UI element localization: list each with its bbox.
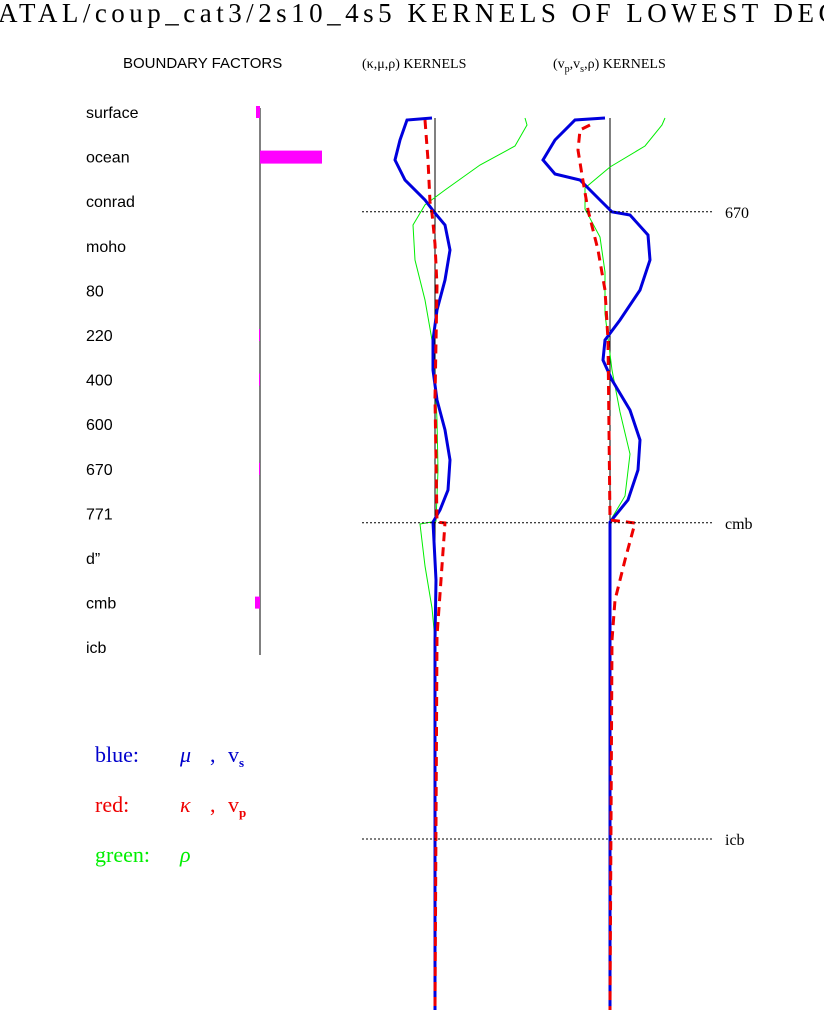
boundary-bar <box>259 329 260 341</box>
title-part: s <box>580 64 584 75</box>
title-part: ,v <box>570 57 581 72</box>
legend-label: blue: <box>95 742 139 767</box>
boundary-label: cmb <box>86 596 116 613</box>
boundary-title: BOUNDARY FACTORS <box>123 55 282 72</box>
legend-sub: s <box>239 755 244 770</box>
legend-entry: green: ρ <box>95 842 191 867</box>
boundary-label: 400 <box>86 373 113 390</box>
legend-sep: , <box>210 742 216 767</box>
legend-symbol: ρ <box>179 842 191 867</box>
boundary-label: 771 <box>86 506 113 523</box>
boundary-label: icb <box>86 640 107 657</box>
boundary-label: 80 <box>86 283 104 300</box>
kernel-curve <box>412 117 528 1010</box>
legend-var: v <box>228 742 239 767</box>
legend-sep: , <box>210 792 216 817</box>
kernel-curve <box>576 123 637 1011</box>
boundary-label: 220 <box>86 328 113 345</box>
depth-label: 670 <box>725 205 749 222</box>
legend-sub: p <box>239 805 246 820</box>
boundary-bar <box>259 462 260 475</box>
kernel-curve <box>541 116 652 1010</box>
boundary-label: ocean <box>86 150 130 167</box>
legend-entry: red: κ, vp <box>95 792 246 820</box>
panel-title: (vp,vs,ρ) KERNELS <box>553 57 666 75</box>
boundary-label: conrad <box>86 194 135 211</box>
boundary-label: surface <box>86 105 139 122</box>
boundary-label: moho <box>86 239 126 256</box>
legend-symbol: κ <box>180 792 191 817</box>
boundary-bar <box>255 596 260 609</box>
kernel-curve <box>423 119 447 1011</box>
boundary-label: 600 <box>86 417 113 434</box>
boundary-label: 670 <box>86 462 113 479</box>
title-part: (v <box>553 57 565 72</box>
legend-label: green: <box>95 842 150 867</box>
panel-title: (κ,μ,ρ) KERNELS <box>362 57 466 72</box>
title-part: p <box>565 64 570 75</box>
boundary-label: d” <box>86 551 100 568</box>
boundary-bar <box>260 150 322 164</box>
depth-label: icb <box>725 832 745 849</box>
page-title: ATAL/coup_cat3/2s10_4s5 KERNELS OF LOWES… <box>0 0 824 28</box>
legend-symbol: μ <box>179 742 191 767</box>
title-part: ,ρ) KERNELS <box>584 57 666 72</box>
title-part: (κ,μ,ρ) KERNELS <box>362 57 466 72</box>
legend-label: red: <box>95 792 129 817</box>
boundary-bar <box>256 106 260 118</box>
kernel-curve <box>584 117 666 1010</box>
legend-var: v <box>228 792 239 817</box>
depth-label: cmb <box>725 516 753 533</box>
boundary-bar <box>259 373 260 386</box>
legend-entry: blue: μ, vs <box>95 742 244 770</box>
